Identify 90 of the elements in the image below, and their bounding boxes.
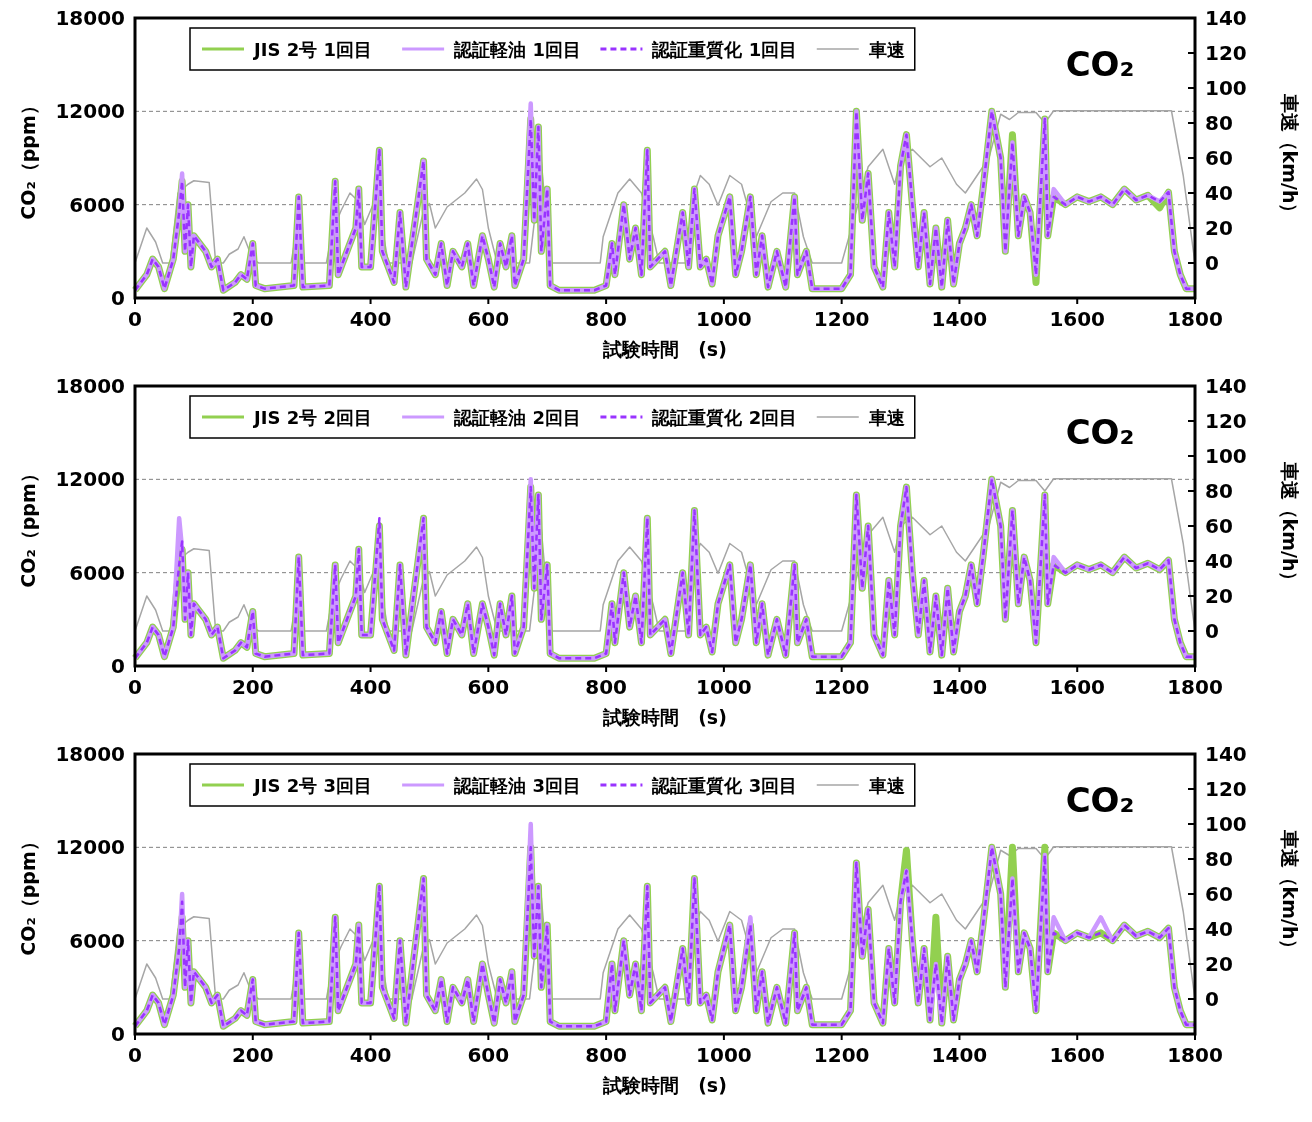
y2-tick-label: 20 [1205, 584, 1233, 608]
y2-axis-title: 車速（km/h） [1279, 828, 1301, 959]
y2-tick-label: 120 [1205, 777, 1247, 801]
y2-tick-label: 60 [1205, 514, 1233, 538]
y2-tick-label: 140 [1205, 374, 1247, 398]
x-tick-label: 1400 [931, 307, 988, 331]
y-tick-label: 6000 [69, 560, 125, 585]
legend-label: 認証重質化 3回目 [651, 775, 798, 796]
y-axis-title: CO₂（ppm） [17, 832, 39, 956]
legend-label: 認証重質化 2回目 [651, 407, 798, 428]
x-tick-label: 1600 [1049, 675, 1106, 699]
y-tick-label: 18000 [55, 742, 125, 766]
x-tick-label: 1400 [931, 1043, 988, 1067]
x-tick-label: 800 [585, 307, 627, 331]
x-tick-label: 400 [349, 1043, 392, 1067]
y2-tick-label: 80 [1205, 479, 1233, 503]
x-tick-label: 200 [231, 1043, 274, 1067]
y2-axis-title: 車速（km/h） [1279, 460, 1301, 591]
y-tick-label: 6000 [69, 928, 125, 953]
legend-label: 車速 [867, 39, 905, 60]
y-axis-title: CO₂（ppm） [17, 96, 39, 220]
x-tick-label: 600 [467, 675, 510, 699]
text: CO₂ [1065, 412, 1135, 452]
x-tick-label: 1200 [813, 1043, 870, 1067]
y-tick-label: 12000 [55, 467, 125, 492]
x-tick-label: 1200 [813, 307, 870, 331]
legend-label: 認証軽油 2回目 [453, 407, 581, 428]
y-tick-label: 18000 [55, 6, 125, 30]
text: CO₂ [1065, 780, 1135, 820]
legend-label: 認証重質化 1回目 [651, 39, 798, 60]
x-tick-label: 800 [585, 675, 627, 699]
legend-label: 認証軽油 3回目 [453, 775, 581, 796]
y2-tick-label: 100 [1205, 76, 1247, 100]
y-tick-label: 0 [111, 1022, 125, 1046]
x-tick-label: 400 [349, 675, 392, 699]
x-tick-label: 200 [231, 307, 274, 331]
y2-tick-label: 40 [1205, 549, 1233, 573]
x-axis-title: 試験時間 (s) [602, 338, 727, 360]
x-tick-label: 1800 [1167, 1043, 1223, 1067]
x-tick-label: 1600 [1049, 307, 1106, 331]
y2-tick-label: 80 [1205, 111, 1233, 135]
text: CO₂ [1065, 44, 1135, 84]
y-tick-label: 0 [111, 286, 125, 310]
x-tick-label: 600 [467, 307, 510, 331]
legend-label: JIS 2号 2回目 [252, 407, 372, 428]
y2-axis-title: 車速（km/h） [1279, 92, 1301, 223]
y-tick-label: 0 [111, 654, 125, 678]
y-tick-label: 12000 [55, 99, 125, 124]
x-tick-label: 1200 [813, 675, 870, 699]
legend-label: JIS 2号 1回目 [252, 39, 372, 60]
y2-tick-label: 140 [1205, 6, 1247, 30]
x-tick-label: 0 [128, 675, 142, 699]
y2-tick-label: 60 [1205, 882, 1233, 906]
legend-label: JIS 2号 3回目 [252, 775, 372, 796]
y2-tick-label: 60 [1205, 146, 1233, 170]
legend-label: 車速 [867, 407, 905, 428]
y2-tick-label: 140 [1205, 742, 1247, 766]
x-tick-label: 1400 [931, 675, 988, 699]
y-tick-label: 18000 [55, 374, 125, 398]
legend-label: 車速 [867, 775, 905, 796]
x-tick-label: 1800 [1167, 675, 1223, 699]
x-tick-label: 0 [128, 1043, 142, 1067]
y-tick-label: 6000 [69, 192, 125, 217]
legend-label: 認証軽油 1回目 [453, 39, 581, 60]
y2-tick-label: 100 [1205, 812, 1247, 836]
y2-tick-label: 80 [1205, 847, 1233, 871]
y2-tick-label: 100 [1205, 444, 1247, 468]
x-tick-label: 0 [128, 307, 142, 331]
y2-tick-label: 120 [1205, 41, 1247, 65]
y-tick-label: 12000 [55, 835, 125, 860]
x-tick-label: 600 [467, 1043, 510, 1067]
x-tick-label: 1000 [696, 307, 752, 331]
y2-tick-label: 0 [1205, 251, 1219, 275]
x-tick-label: 800 [585, 1043, 627, 1067]
x-tick-label: 200 [231, 675, 274, 699]
y-axis-title: CO₂（ppm） [17, 464, 39, 588]
y2-tick-label: 120 [1205, 409, 1247, 433]
y2-tick-label: 20 [1205, 952, 1233, 976]
y2-tick-label: 0 [1205, 619, 1219, 643]
x-tick-label: 400 [349, 307, 392, 331]
y2-tick-label: 40 [1205, 917, 1233, 941]
x-axis-title: 試験時間 (s) [602, 706, 727, 728]
x-tick-label: 1800 [1167, 307, 1223, 331]
x-tick-label: 1600 [1049, 1043, 1106, 1067]
x-tick-label: 1000 [696, 675, 752, 699]
y2-tick-label: 0 [1205, 987, 1219, 1011]
x-tick-label: 1000 [696, 1043, 752, 1067]
x-axis-title: 試験時間 (s) [602, 1074, 727, 1096]
y2-tick-label: 20 [1205, 216, 1233, 240]
y2-tick-label: 40 [1205, 181, 1233, 205]
